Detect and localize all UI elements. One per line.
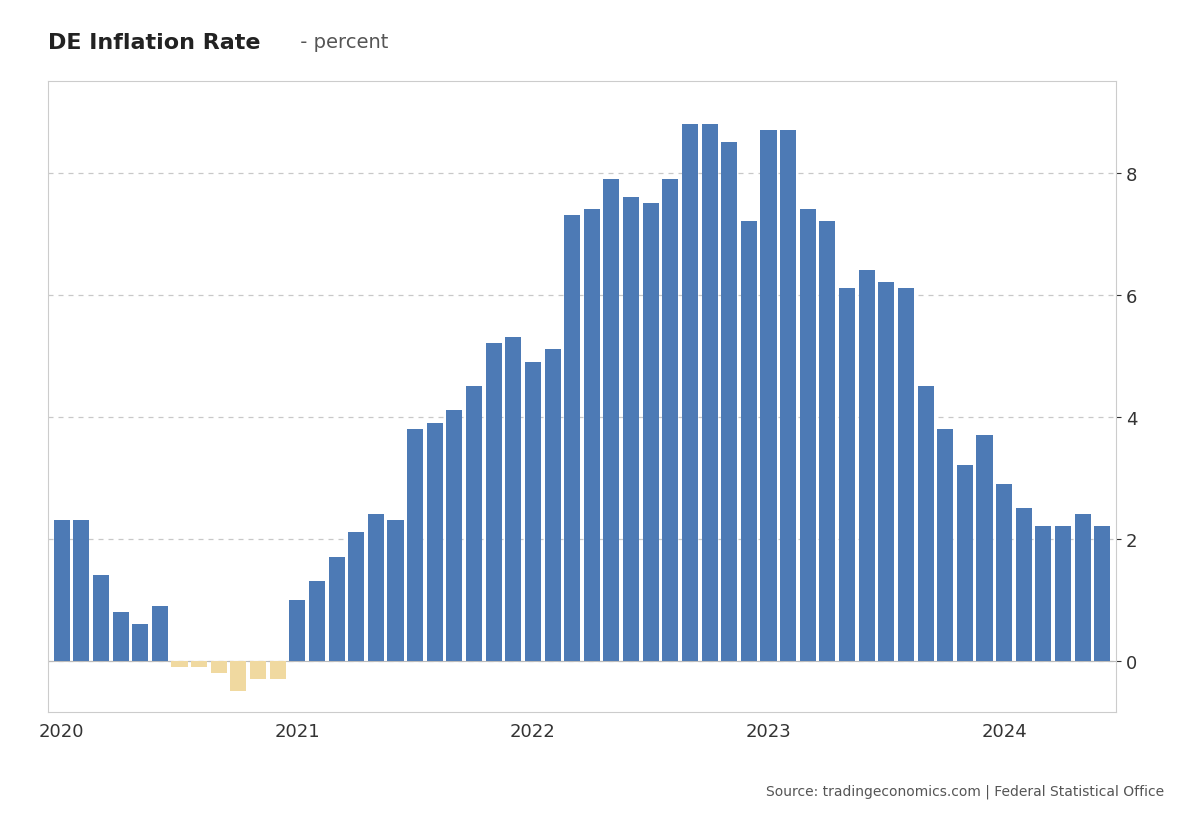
- Bar: [583, 210, 600, 661]
- Bar: [662, 179, 678, 661]
- Text: - percent: - percent: [294, 33, 389, 52]
- Bar: [956, 466, 973, 661]
- Bar: [113, 612, 128, 661]
- Bar: [564, 216, 581, 661]
- Bar: [623, 197, 640, 661]
- Bar: [643, 204, 659, 661]
- Bar: [211, 661, 227, 673]
- Bar: [407, 429, 424, 661]
- Bar: [524, 362, 541, 661]
- Bar: [1036, 527, 1051, 661]
- Bar: [820, 222, 835, 661]
- Text: DE Inflation Rate: DE Inflation Rate: [48, 33, 260, 52]
- Bar: [604, 179, 619, 661]
- Bar: [996, 484, 1012, 661]
- Bar: [172, 661, 187, 667]
- Bar: [289, 600, 305, 661]
- Bar: [1015, 509, 1032, 661]
- Bar: [308, 581, 325, 661]
- Bar: [1094, 527, 1110, 661]
- Bar: [250, 661, 266, 679]
- Bar: [368, 514, 384, 661]
- Bar: [348, 533, 365, 661]
- Bar: [270, 661, 286, 679]
- Bar: [839, 289, 856, 661]
- Bar: [761, 131, 776, 661]
- Bar: [545, 350, 560, 661]
- Bar: [230, 661, 246, 691]
- Bar: [721, 143, 737, 661]
- Bar: [427, 423, 443, 661]
- Bar: [466, 387, 482, 661]
- Bar: [446, 411, 462, 661]
- Bar: [132, 624, 149, 661]
- Bar: [740, 222, 757, 661]
- Bar: [329, 557, 344, 661]
- Bar: [859, 271, 875, 661]
- Bar: [799, 210, 816, 661]
- Bar: [977, 435, 992, 661]
- Bar: [73, 521, 90, 661]
- Bar: [878, 283, 894, 661]
- Bar: [486, 344, 502, 661]
- Bar: [1074, 514, 1091, 661]
- Bar: [898, 289, 914, 661]
- Bar: [1055, 527, 1072, 661]
- Bar: [918, 387, 934, 661]
- Bar: [152, 606, 168, 661]
- Bar: [937, 429, 953, 661]
- Bar: [388, 521, 403, 661]
- Bar: [780, 131, 796, 661]
- Text: Source: tradingeconomics.com | Federal Statistical Office: Source: tradingeconomics.com | Federal S…: [766, 784, 1164, 799]
- Bar: [54, 521, 70, 661]
- Bar: [682, 124, 698, 661]
- Bar: [191, 661, 208, 667]
- Bar: [92, 576, 109, 661]
- Bar: [702, 124, 718, 661]
- Bar: [505, 337, 521, 661]
